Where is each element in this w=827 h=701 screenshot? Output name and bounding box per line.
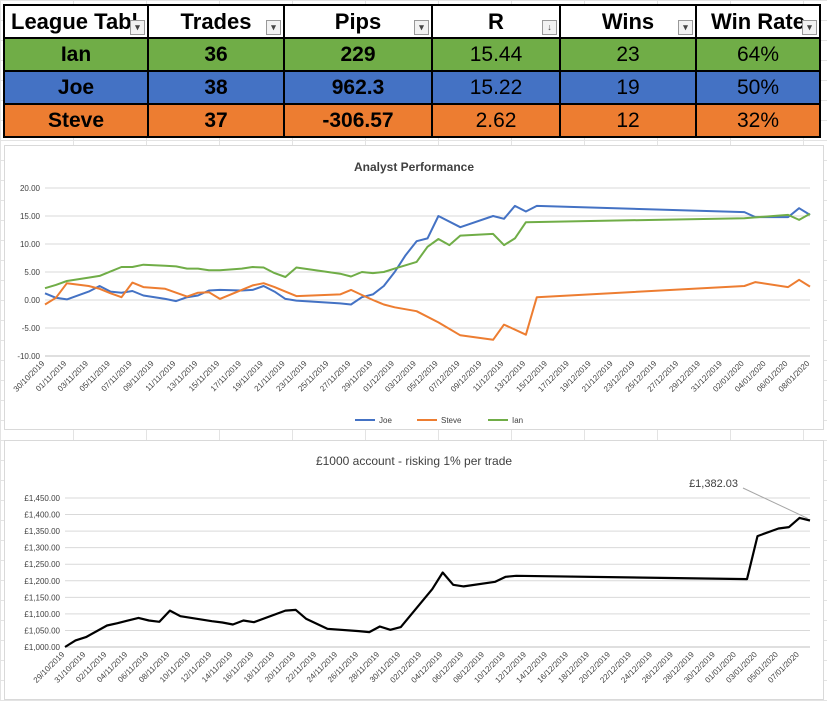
- header-wins: Wins ▾: [559, 4, 697, 39]
- legend-item-ian: Ian: [488, 416, 523, 425]
- account-balance-chart[interactable]: £1000 account - risking 1% per trade £1,0…: [4, 440, 824, 700]
- cell-pips: 229: [283, 37, 433, 72]
- y-tick-label: -10.00: [17, 352, 40, 361]
- cell-r: 15.22: [431, 70, 561, 105]
- cell-wins: 12: [559, 103, 697, 138]
- legend-label: Joe: [379, 416, 392, 425]
- header-r: R ↓: [431, 4, 561, 39]
- y-tick-label: £1,400.00: [24, 511, 60, 520]
- chart-svg: Analyst Performance -10.00 -5.00 0.00 5.00 10…: [12, 160, 812, 425]
- cell-trades: 37: [147, 103, 285, 138]
- filter-dropdown-icon[interactable]: ▾: [802, 20, 817, 35]
- header-pips: Pips ▾: [283, 4, 433, 39]
- series-line-account: [64, 516, 811, 648]
- chart-svg: £1000 account - risking 1% per trade £1,0…: [24, 454, 811, 685]
- y-tick-label: £1,300.00: [24, 544, 60, 553]
- annotation-leader-line: [742, 487, 809, 519]
- y-tick-label: £1,150.00: [24, 593, 60, 602]
- league-header-row: League Tabl ▾ Trades ▾ Pips ▾ R ↓ Wins ▾ Win …: [3, 4, 821, 39]
- y-tick-label: £1,050.00: [24, 626, 60, 635]
- cell-trades: 36: [147, 37, 285, 72]
- cell-win-rate: 50%: [695, 70, 821, 105]
- y-tick-label: 0.00: [24, 296, 40, 305]
- y-tick-label: 15.00: [20, 212, 41, 221]
- sort-desc-icon[interactable]: ↓: [542, 20, 557, 35]
- y-tick-label: 5.00: [24, 268, 40, 277]
- cell-r: 2.62: [431, 103, 561, 138]
- y-tick-label: £1,450.00: [24, 494, 60, 503]
- analyst-performance-chart[interactable]: Analyst Performance -10.00 -5.00 0.00 5.00 10…: [4, 145, 824, 430]
- chart-title: £1000 account - risking 1% per trade: [316, 454, 512, 468]
- y-tick-label: £1,350.00: [24, 527, 60, 536]
- cell-name: Steve: [3, 103, 149, 138]
- y-tick-label: £1,250.00: [24, 560, 60, 569]
- legend-label: Steve: [441, 416, 462, 425]
- cell-r: 15.44: [431, 37, 561, 72]
- cell-wins: 19: [559, 70, 697, 105]
- y-tick-label: £1,000.00: [24, 643, 60, 652]
- legend-label: Ian: [512, 416, 523, 425]
- y-tick-label: 10.00: [20, 240, 41, 249]
- cell-trades: 38: [147, 70, 285, 105]
- cell-pips: -306.57: [283, 103, 433, 138]
- series-line-joe: [44, 204, 811, 306]
- header-trades: Trades ▾: [147, 4, 285, 39]
- league-table: League Tabl ▾ Trades ▾ Pips ▾ R ↓ Wins ▾ Win …: [3, 4, 821, 138]
- chart-title: Analyst Performance: [354, 160, 474, 174]
- cell-win-rate: 64%: [695, 37, 821, 72]
- league-row-steve: Steve 37 -306.57 2.62 12 32%: [3, 103, 821, 138]
- cell-pips: 962.3: [283, 70, 433, 105]
- league-row-joe: Joe 38 962.3 15.22 19 50%: [3, 70, 821, 105]
- cell-wins: 23: [559, 37, 697, 72]
- y-tick-label: -5.00: [22, 324, 41, 333]
- filter-dropdown-icon[interactable]: ▾: [678, 20, 693, 35]
- legend-item-steve: Steve: [417, 416, 462, 425]
- filter-dropdown-icon[interactable]: ▾: [130, 20, 145, 35]
- header-win-rate: Win Rate ▾: [695, 4, 821, 39]
- legend-item-joe: Joe: [355, 416, 392, 425]
- cell-name: Ian: [3, 37, 149, 72]
- annotation-label: £1,382.03: [689, 478, 738, 490]
- y-tick-label: 20.00: [20, 184, 41, 193]
- league-row-ian: Ian 36 229 15.44 23 64%: [3, 37, 821, 72]
- filter-dropdown-icon[interactable]: ▾: [266, 20, 281, 35]
- series-line-ian: [44, 212, 811, 290]
- y-tick-label: £1,200.00: [24, 577, 60, 586]
- series-line-steve: [44, 278, 811, 341]
- filter-dropdown-icon[interactable]: ▾: [414, 20, 429, 35]
- header-league-table: League Tabl ▾: [3, 4, 149, 39]
- y-tick-label: £1,100.00: [24, 610, 60, 619]
- cell-win-rate: 32%: [695, 103, 821, 138]
- cell-name: Joe: [3, 70, 149, 105]
